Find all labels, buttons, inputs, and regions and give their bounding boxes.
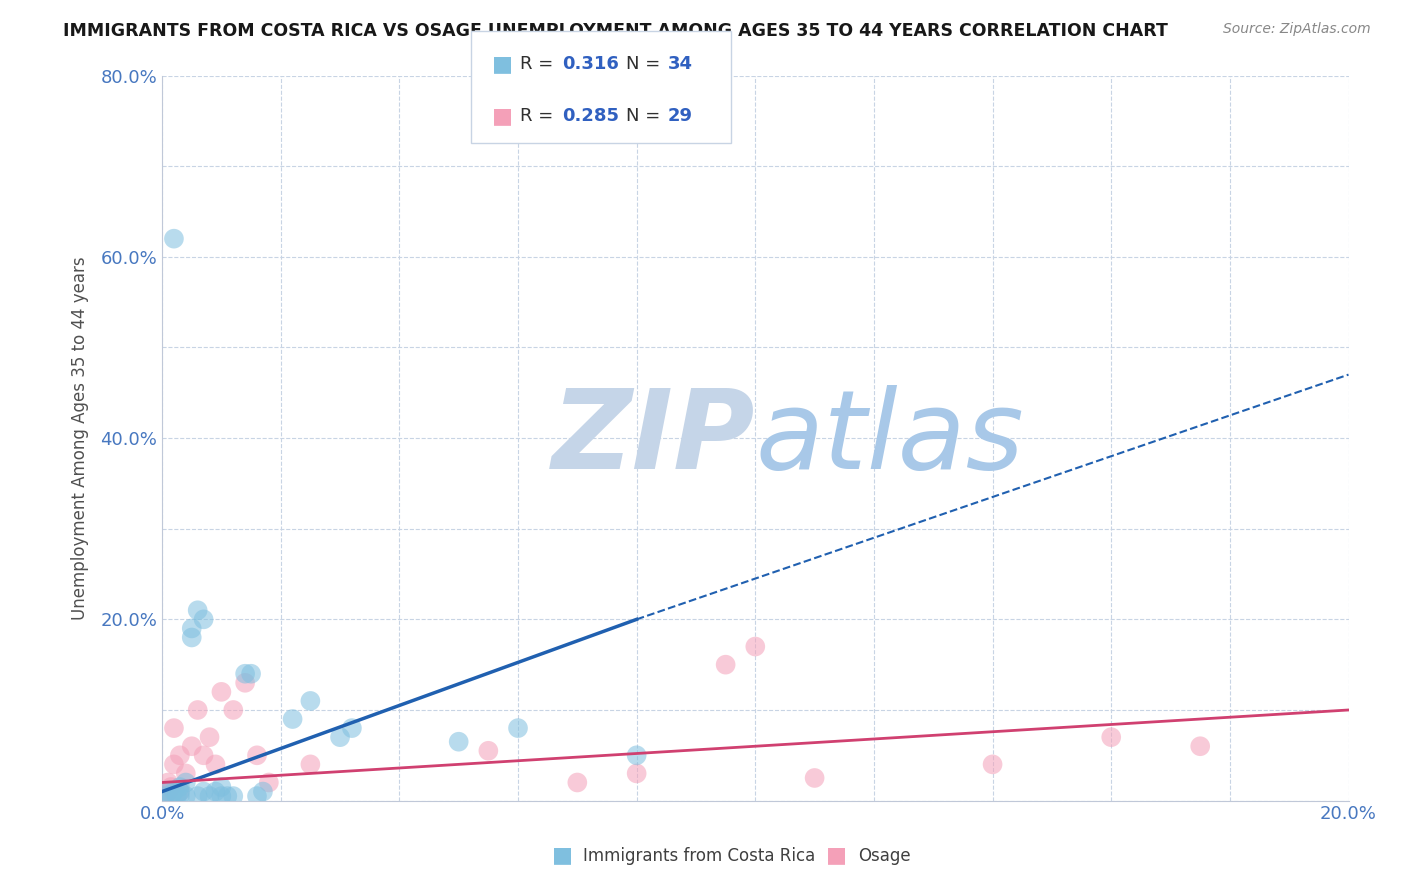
Text: R =: R = [520,55,560,73]
Point [157,784,180,798]
Text: 34: 34 [668,55,693,73]
Text: atlas: atlas [755,384,1024,491]
Point [246,748,269,763]
Text: Immigrants from Costa Rica: Immigrants from Costa Rica [583,847,815,865]
Point [1189,739,1212,754]
Point [174,766,197,780]
Point [329,730,352,744]
Point [174,789,197,803]
Text: IMMIGRANTS FROM COSTA RICA VS OSAGE UNEMPLOYMENT AMONG AGES 35 TO 44 YEARS CORRE: IMMIGRANTS FROM COSTA RICA VS OSAGE UNEM… [63,22,1168,40]
Point [209,789,232,803]
Point [187,703,209,717]
Point [246,789,269,803]
Point [477,744,499,758]
Text: Osage: Osage [858,847,910,865]
Y-axis label: Unemployment Among Ages 35 to 44 years: Unemployment Among Ages 35 to 44 years [72,256,89,620]
Text: 0.285: 0.285 [562,107,620,125]
Point [506,721,529,735]
Point [157,775,180,789]
Point [217,789,239,803]
Point [222,703,245,717]
Point [163,232,186,246]
Point [252,784,274,798]
Point [180,739,202,754]
Point [198,789,221,803]
Text: N =: N = [626,55,665,73]
Point [209,685,232,699]
Text: R =: R = [520,107,560,125]
Point [160,789,183,803]
Point [187,603,209,617]
Point [169,780,191,794]
Point [187,789,209,803]
Point [180,621,202,635]
Point [222,789,245,803]
Point [714,657,737,672]
Point [169,789,191,803]
Point [153,789,176,803]
Point [163,721,186,735]
Text: ■: ■ [492,105,513,126]
Point [169,748,191,763]
Point [567,775,589,789]
Point [233,675,256,690]
Point [340,721,363,735]
Point [153,789,176,803]
Point [447,735,470,749]
Text: ■: ■ [492,54,513,74]
Point [626,748,648,763]
Point [166,789,188,803]
Point [744,640,766,654]
Point [281,712,304,726]
Point [626,766,648,780]
Point [204,757,226,772]
Point [981,757,1004,772]
Point [163,757,186,772]
Point [169,784,191,798]
Text: Source: ZipAtlas.com: Source: ZipAtlas.com [1223,22,1371,37]
Text: 0.316: 0.316 [562,55,619,73]
Point [1099,730,1122,744]
Point [299,694,322,708]
Text: ZIP: ZIP [551,384,755,491]
Point [160,780,183,794]
Point [193,784,215,798]
Point [193,748,215,763]
Point [180,631,202,645]
Text: ■: ■ [827,846,846,865]
Point [193,612,215,626]
Text: 29: 29 [668,107,693,125]
Point [174,775,197,789]
Text: ■: ■ [553,846,572,865]
Point [299,757,322,772]
Point [240,666,263,681]
Point [233,666,256,681]
Text: N =: N = [626,107,665,125]
Point [169,784,191,798]
Point [198,730,221,744]
Point [257,775,280,789]
Point [163,784,186,798]
Point [803,771,825,785]
Point [157,784,180,798]
Point [209,780,232,794]
Point [204,784,226,798]
